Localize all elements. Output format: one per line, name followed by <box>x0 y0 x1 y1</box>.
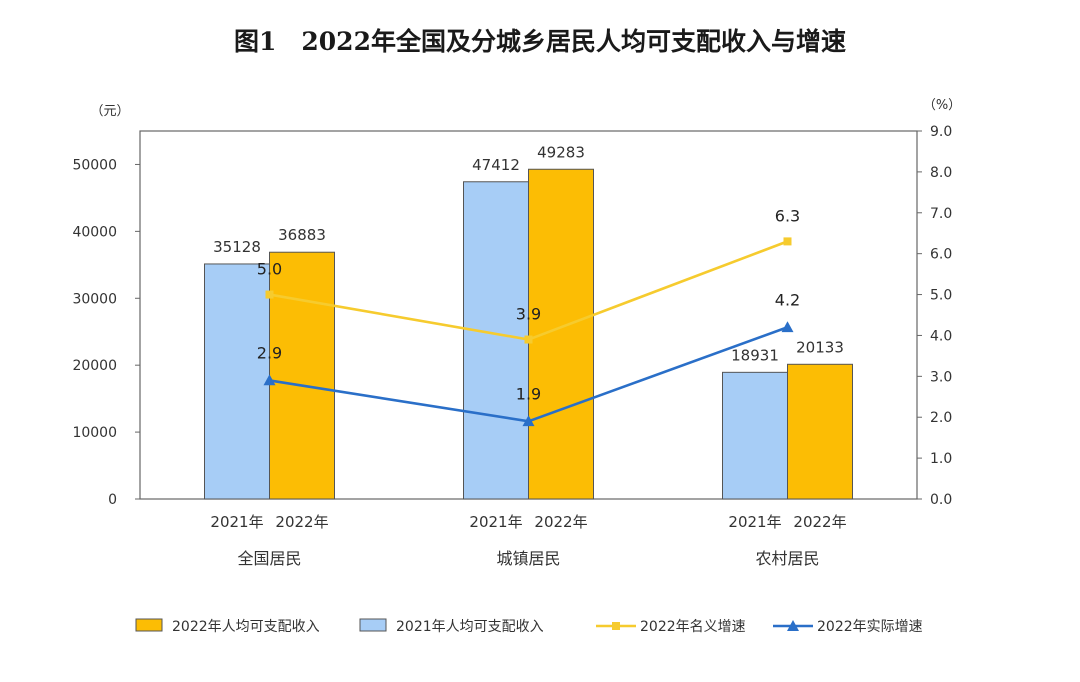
x-category-label: 农村居民 <box>755 549 819 568</box>
x-sublabel-2022: 2022年 <box>534 513 587 531</box>
bar-2021-label: 35128 <box>213 238 261 256</box>
bar-2022 <box>787 363 853 500</box>
bar-2021 <box>463 181 529 500</box>
left-tick-label: 20000 <box>72 358 117 374</box>
legend-label-2021: 2021年人均可支配收入 <box>396 619 544 635</box>
bar-2021-label: 47412 <box>472 156 520 174</box>
right-tick-label: 9.0 <box>930 124 952 140</box>
nominal-growth-point <box>524 335 533 344</box>
right-tick-label: 8.0 <box>930 165 952 181</box>
right-tick-label: 1.0 <box>930 451 952 467</box>
bar-2021 <box>722 371 788 500</box>
legend-label-2022: 2022年人均可支配收入 <box>172 619 320 635</box>
left-tick-label: 30000 <box>72 291 117 307</box>
left-tick-label: 10000 <box>72 425 117 441</box>
chart-title: 图1 2022年全国及分城乡居民人均可支配收入与增速 <box>234 27 846 56</box>
right-tick-label: 4.0 <box>930 328 952 344</box>
right-tick-label: 5.0 <box>930 288 952 304</box>
bar-2022-label: 20133 <box>796 338 844 356</box>
bar-2022-label: 36883 <box>278 226 326 244</box>
bar-2022 <box>528 168 594 500</box>
real-growth-point <box>522 415 535 427</box>
left-tick-label: 40000 <box>72 224 117 240</box>
legend-label-nominal: 2022年名义增速 <box>640 619 746 635</box>
nominal-growth-point <box>265 290 274 299</box>
bar-2022-label: 49283 <box>537 143 585 161</box>
real-growth-label: 2.9 <box>257 343 282 362</box>
real-growth-label: 1.9 <box>516 384 541 403</box>
left-tick-label: 0 <box>108 492 117 508</box>
real-growth-point <box>263 374 276 386</box>
left-tick-label: 50000 <box>72 157 117 173</box>
x-sublabel-2022: 2022年 <box>275 513 328 531</box>
x-sublabel-2021: 2021年 <box>728 513 781 531</box>
legend-swatch-2022 <box>135 618 163 632</box>
bar-2021-label: 18931 <box>731 346 779 364</box>
right-tick-label: 0.0 <box>930 492 952 508</box>
x-sublabel-2021: 2021年 <box>469 513 522 531</box>
x-category-label: 城镇居民 <box>496 549 560 568</box>
bar-2022 <box>269 251 335 500</box>
right-tick-label: 3.0 <box>930 369 952 385</box>
nominal-growth-label: 6.3 <box>775 206 800 225</box>
legend-marker-real <box>787 620 799 631</box>
left-axis-unit: （元） <box>90 104 129 119</box>
real-growth-label: 4.2 <box>775 290 800 309</box>
right-tick-label: 2.0 <box>930 410 952 426</box>
right-tick-label: 7.0 <box>930 206 952 222</box>
x-sublabel-2022: 2022年 <box>793 513 846 531</box>
nominal-growth-label: 5.0 <box>257 260 282 279</box>
x-sublabel-2021: 2021年 <box>210 513 263 531</box>
real-growth-point <box>781 321 794 333</box>
legend-label-real: 2022年实际增速 <box>817 619 923 635</box>
x-category-label: 全国居民 <box>237 549 301 568</box>
nominal-growth-label: 3.9 <box>516 305 541 324</box>
legend-swatch-2021 <box>359 618 387 632</box>
bar-2021 <box>204 263 270 500</box>
right-tick-label: 6.0 <box>930 247 952 263</box>
right-axis-unit: （%） <box>923 98 961 113</box>
legend-marker-nominal <box>612 622 620 630</box>
nominal-growth-point <box>783 237 792 246</box>
